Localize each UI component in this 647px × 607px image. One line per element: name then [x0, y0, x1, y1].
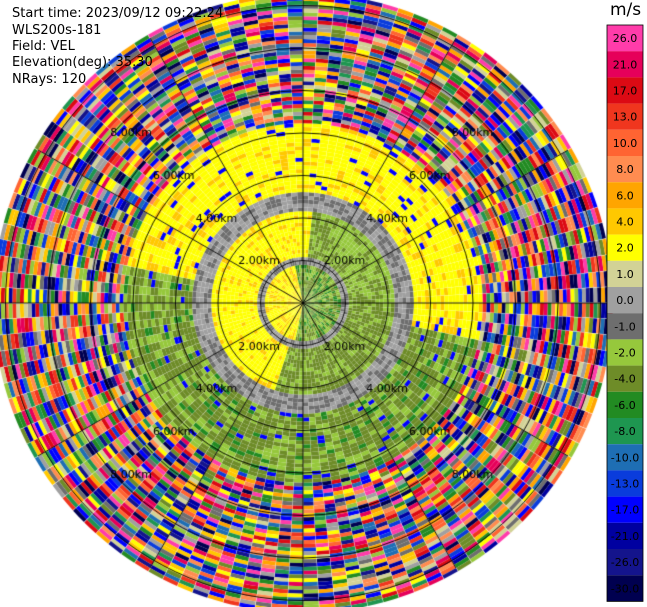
colorbar-swatch: [607, 129, 643, 156]
colorbar-swatch: [607, 103, 643, 130]
colorbar-unit-label: m/s: [610, 0, 642, 20]
colorbar-swatch: [607, 208, 643, 235]
colorbar-tick-label: -4.0: [614, 373, 635, 386]
colorbar-swatch: [607, 51, 643, 78]
colorbar-tick-label: -2.0: [614, 347, 635, 360]
colorbar-swatch: [607, 522, 643, 549]
colorbar-swatch: [607, 365, 643, 392]
colorbar-swatch: [607, 549, 643, 576]
colorbar-swatch: [607, 470, 643, 497]
colorbar-swatch: [607, 418, 643, 445]
colorbar-tick-label: -13.0: [611, 478, 639, 491]
colorbar-tick-label: -26.0: [611, 556, 639, 569]
colorbar-swatch: [607, 313, 643, 340]
colorbar-swatch: [607, 156, 643, 183]
colorbar-tick-label: 17.0: [613, 85, 638, 98]
colorbar-tick-label: -8.0: [614, 425, 635, 438]
colorbar-tick-label: -1.0: [614, 320, 635, 333]
colorbar-swatch: [607, 287, 643, 314]
colorbar-tick-label: 4.0: [616, 216, 634, 229]
colorbar-tick-label: 21.0: [613, 58, 638, 71]
colorbar-swatch: [607, 339, 643, 366]
colorbar-tick-label: 10.0: [613, 137, 638, 150]
field-label: Field: VEL: [12, 39, 75, 54]
colorbar-tick-label: -17.0: [611, 504, 639, 517]
start-time-label: Start time: 2023/09/12 09:22:24: [12, 6, 224, 21]
colorbar-tick-label: 1.0: [616, 268, 634, 281]
colorbar-tick-label: -21.0: [611, 530, 639, 543]
colorbar-swatch: [607, 234, 643, 261]
colorbar-swatch: [607, 182, 643, 209]
colorbar-tick-label: -30.0: [611, 582, 639, 595]
instrument-label: WLS200s-181: [12, 23, 102, 38]
colorbar-tick-label: 26.0: [613, 32, 638, 45]
colorbar-swatch: [607, 575, 643, 602]
colorbar-tick-label: -6.0: [614, 399, 635, 412]
elevation-label: Elevation(deg): 35.30: [12, 55, 153, 70]
colorbar-tick-label: 8.0: [616, 163, 634, 176]
colorbar-swatch: [607, 25, 643, 52]
colorbar-swatch: [607, 496, 643, 523]
colorbar-tick-label: 2.0: [616, 242, 634, 255]
colorbar-tick-label: 0.0: [616, 294, 634, 307]
colorbar-swatch: [607, 444, 643, 471]
colorbar-swatch: [607, 391, 643, 418]
colorbar-tick-label: -10.0: [611, 451, 639, 464]
colorbar-swatch: [607, 260, 643, 287]
colorbar-tick-label: 13.0: [613, 111, 638, 124]
colorbar-swatch: [607, 77, 643, 104]
colorbar-frame: [606, 24, 644, 602]
colorbar-tick-label: 6.0: [616, 189, 634, 202]
nrays-label: NRays: 120: [12, 72, 87, 87]
